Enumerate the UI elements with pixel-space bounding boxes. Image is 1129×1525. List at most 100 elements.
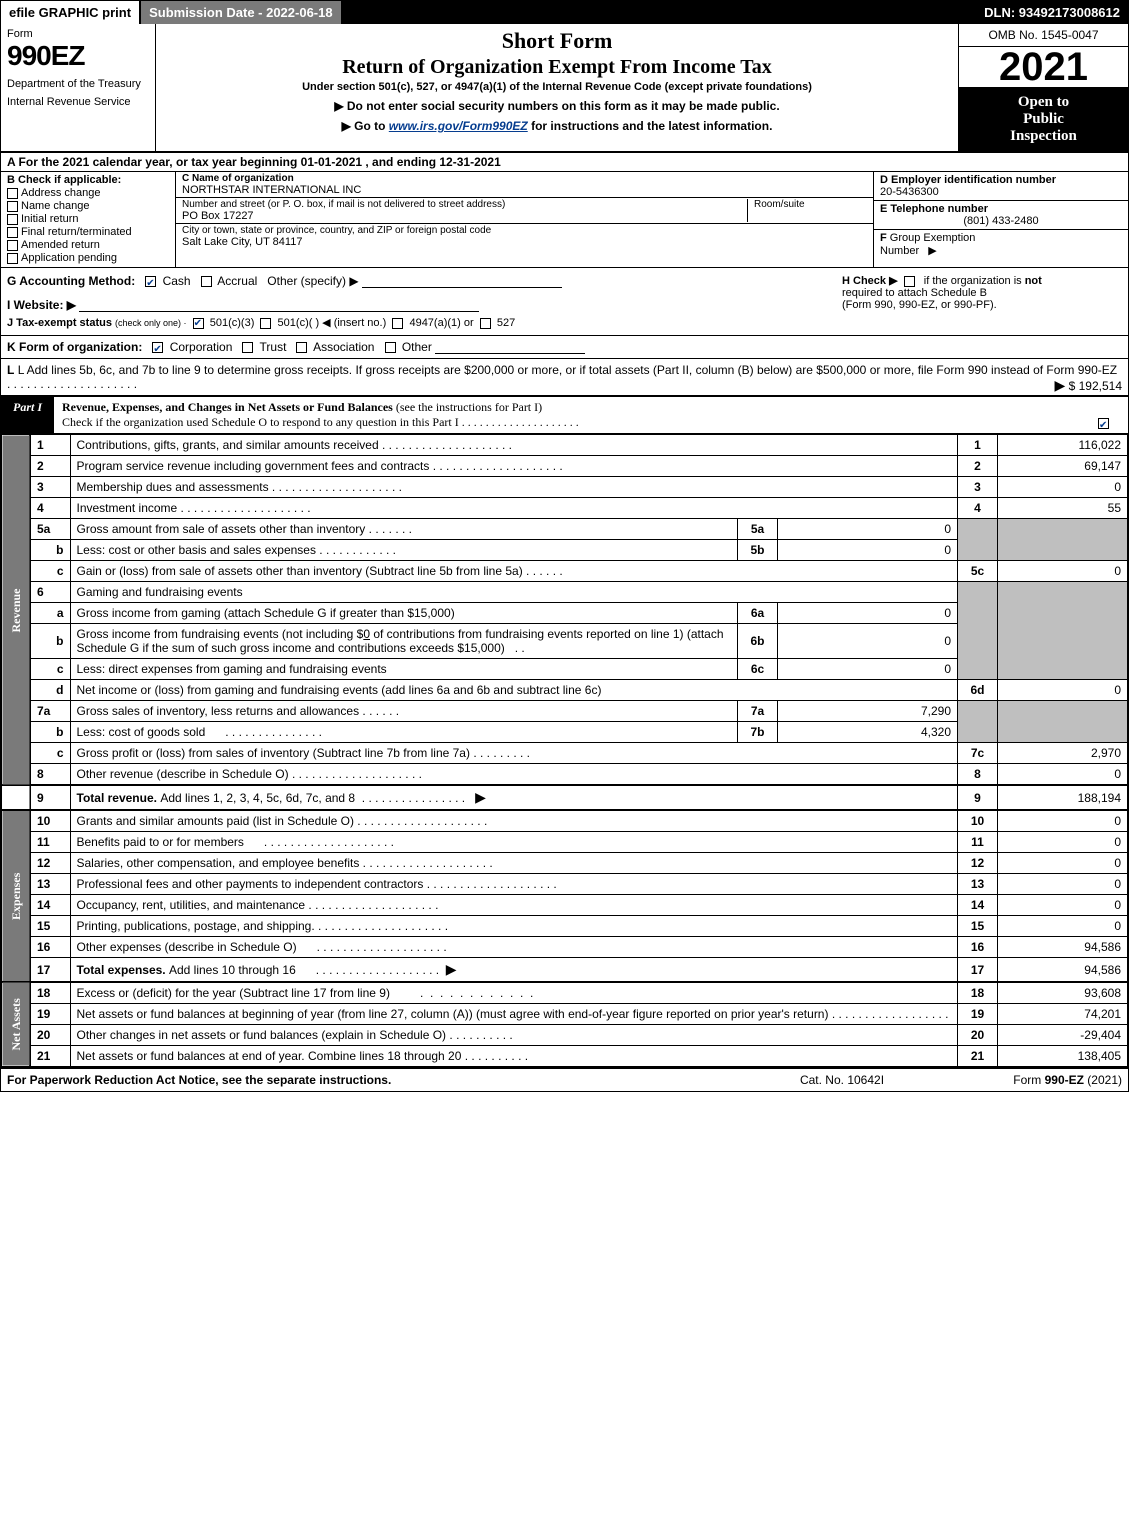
checkbox-527[interactable] [480,318,491,329]
line-5a-inner-no: 5a [738,519,778,540]
line-6b-desc: Gross income from fundraising events (no… [70,624,738,659]
netassets-side-label: Net Assets [2,982,31,1067]
checkbox-amended-return[interactable] [7,240,18,251]
lbl-accrual: Accrual [217,274,257,288]
line-13-dots: . . . . . . . . . . . . . . . . . . . . [423,877,556,891]
line-8-desc: Other revenue (describe in Schedule O) [77,767,289,781]
checkbox-initial-return[interactable] [7,214,18,225]
line-2-desc: Program service revenue including govern… [77,459,430,473]
checkbox-address-change[interactable] [7,188,18,199]
street-label: Number and street (or P. O. box, if mail… [182,199,505,210]
org-name-value: NORTHSTAR INTERNATIONAL INC [182,184,361,196]
line-1-desc: Contributions, gifts, grants, and simila… [77,438,379,452]
open-line-3: Inspection [963,128,1124,145]
line-6d-amt: 0 [998,680,1128,701]
checkbox-schedule-b-not-required[interactable] [904,276,915,287]
line-7c-no: 7c [958,743,998,764]
row-l-gross-receipts: L L Add lines 5b, 6c, and 7b to line 9 t… [1,359,1128,397]
row-j-tax-exempt: J Tax-exempt status (check only one) · 5… [7,316,842,329]
line-6d-no: 6d [958,680,998,701]
tax-year: 2021 [959,47,1128,88]
dln-label: DLN: 93492173008612 [976,1,1128,24]
line-7a-inner-no: 7a [738,701,778,722]
h-text4: (Form 990, 990-EZ, or 990-PF). [842,299,997,311]
checkbox-501c3[interactable] [193,318,204,329]
form-header: Form 990EZ Department of the Treasury In… [1,24,1128,153]
row-a-tax-year: A For the 2021 calendar year, or tax yea… [1,153,1128,172]
goto-tail: for instructions and the latest informat… [528,119,773,133]
short-form-title: Short Form [164,28,950,54]
irs-link[interactable]: www.irs.gov/Form990EZ [389,119,528,133]
form-ref: Form 990-EZ (2021) [942,1073,1122,1087]
line-17-desc-bold: Total expenses. [77,963,169,977]
dept-treasury: Department of the Treasury [7,78,149,90]
line-3-desc: Membership dues and assessments [77,480,269,494]
line-4-no: 4 [958,498,998,519]
page-footer: For Paperwork Reduction Act Notice, see … [1,1067,1128,1091]
ein-value: 20-5436300 [880,186,1122,198]
part-1-dots: . . . . . . . . . . . . . . . . . . . . [462,415,579,429]
h-text3: required to attach Schedule B [842,287,987,299]
line-18-no: 18 [958,982,998,1004]
part-1-title-rest: (see the instructions for Part I) [393,400,542,414]
checkbox-accrual[interactable] [201,276,212,287]
line-2-dots: . . . . . . . . . . . . . . . . . . . . [429,459,562,473]
line-2-num: 2 [30,456,70,477]
checkbox-501c[interactable] [260,318,271,329]
line-16-num: 16 [30,937,70,958]
line-4-amt: 55 [998,498,1128,519]
line-17-desc: Add lines 10 through 16 [169,963,296,977]
line-8-amt: 0 [998,764,1128,786]
checkbox-schedule-o-part1[interactable] [1098,418,1109,429]
line-4-desc: Investment income [77,501,178,515]
accounting-method-label: G Accounting Method: [7,274,135,288]
checkbox-application-pending[interactable] [7,253,18,264]
line-6a-num: a [30,603,70,624]
line-1-num: 1 [30,435,70,456]
line-19-desc: Net assets or fund balances at beginning… [77,1007,829,1021]
line-5b-inner-no: 5b [738,540,778,561]
line-15-amt: 0 [998,916,1128,937]
checkbox-trust[interactable] [242,342,253,353]
line-13-num: 13 [30,874,70,895]
checkbox-final-return[interactable] [7,227,18,238]
checkbox-4947a1[interactable] [392,318,403,329]
line-6d-num: d [30,680,70,701]
website-blank [79,298,479,312]
dept-irs: Internal Revenue Service [7,96,149,108]
line-20-amt: -29,404 [998,1025,1128,1046]
line-12-no: 12 [958,853,998,874]
line-12-desc: Salaries, other compensation, and employ… [77,856,360,870]
line-4-num: 4 [30,498,70,519]
line-14-num: 14 [30,895,70,916]
under-section: Under section 501(c), 527, or 4947(a)(1)… [164,81,950,93]
checkbox-association[interactable] [296,342,307,353]
line-6b-inner-val: 0 [778,624,958,659]
row-l-dots: . . . . . . . . . . . . . . . . . . . . [7,377,137,391]
line-6d-desc: Net income or (loss) from gaming and fun… [70,680,958,701]
expenses-side-label: Expenses [2,810,31,982]
line-5b-num: b [30,540,70,561]
line-21-no: 21 [958,1046,998,1067]
row-h-schedule-b: H Check ▶ if the organization is not req… [842,274,1122,329]
part-1-title: Revenue, Expenses, and Changes in Net As… [62,400,393,414]
line-6b-inner-no: 6b [738,624,778,659]
line-5b-inner-val: 0 [778,540,958,561]
line-14-amt: 0 [998,895,1128,916]
line-3-num: 3 [30,477,70,498]
line-7a-desc: Gross sales of inventory, less returns a… [77,704,360,718]
line-5c-amt: 0 [998,561,1128,582]
checkbox-name-change[interactable] [7,201,18,212]
line-6c-desc: Less: direct expenses from gaming and fu… [77,662,387,676]
top-bar: efile GRAPHIC print Submission Date - 20… [1,1,1128,24]
checkbox-corporation[interactable] [152,342,163,353]
line-12-dots: . . . . . . . . . . . . . . . . . . . . [359,856,492,870]
checkbox-cash[interactable] [145,276,156,287]
line-19-amt: 74,201 [998,1004,1128,1025]
line-7b-inner-val: 4,320 [778,722,958,743]
line-6-num: 6 [30,582,70,603]
no-ssn-line: ▶ Do not enter social security numbers o… [164,99,950,113]
h-check-arrow: H Check ▶ [842,275,898,287]
line-17-num: 17 [30,958,70,983]
checkbox-other-org[interactable] [385,342,396,353]
